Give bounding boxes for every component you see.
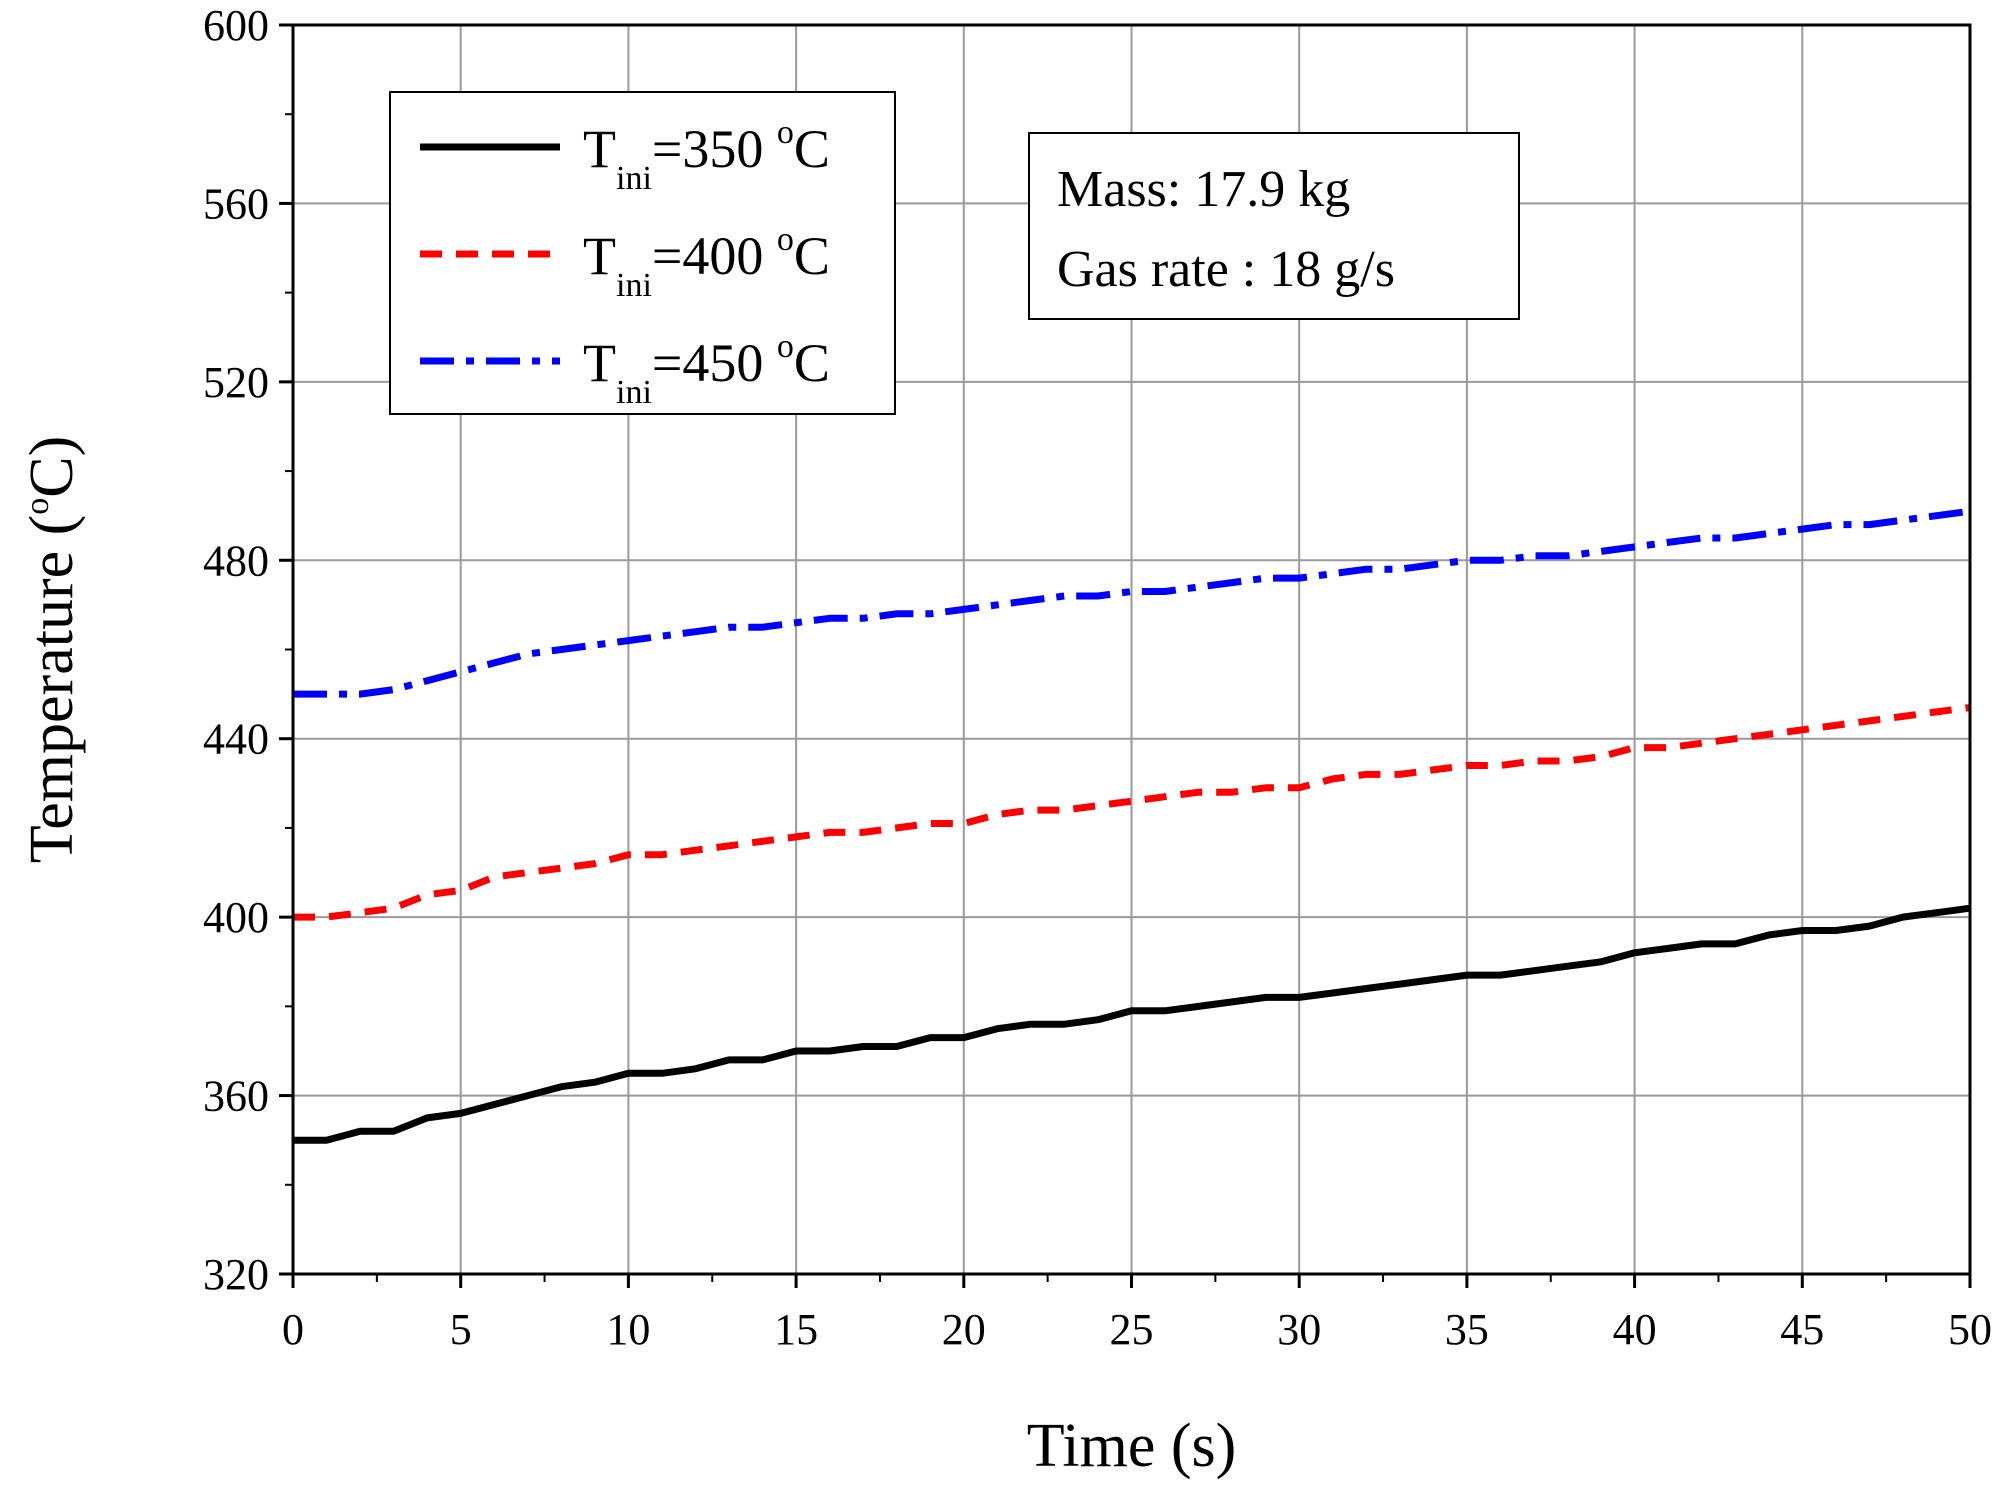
legend-label-sup: o (777, 114, 794, 151)
annotation-box (1028, 132, 1520, 320)
x-tick-label: 10 (606, 1305, 650, 1354)
y-tick-label: 440 (203, 715, 269, 764)
legend-label-unit: C (794, 119, 830, 179)
legend-label-unit: C (794, 333, 830, 393)
x-tick-label: 0 (282, 1305, 304, 1354)
annotation-gas-rate: Gas rate : 18 g/s (1057, 241, 1395, 298)
x-axis-title: Time (s) (1027, 1412, 1237, 1480)
y-axis-title-sup: o (19, 498, 56, 515)
series-line-2 (293, 704, 1971, 921)
x-tick-label: 50 (1948, 1305, 1992, 1354)
legend-label-sub: ini (616, 374, 652, 411)
legend-label-2: Tini=400 oC (583, 221, 830, 304)
legend-label-eq: =450 (652, 333, 777, 393)
legend-label-sup: o (777, 221, 794, 258)
legend-label-sub: ini (616, 160, 652, 197)
y-tick-label: 400 (203, 893, 269, 942)
x-tick-label: 45 (1780, 1305, 1824, 1354)
x-tick-label: 5 (450, 1305, 472, 1354)
x-tick-label: 20 (942, 1305, 986, 1354)
x-tick-label: 35 (1445, 1305, 1489, 1354)
annotation: Mass: 17.9 kg Gas rate : 18 g/s (1028, 132, 1520, 320)
legend-label-eq: =350 (652, 119, 777, 179)
y-tick-label: 600 (203, 1, 269, 50)
y-tick-label: 360 (203, 1072, 269, 1121)
legend-label-eq: =400 (652, 226, 777, 286)
legend-label-1: Tini=350 oC (583, 114, 830, 197)
y-tick-label: 520 (203, 358, 269, 407)
x-tick-label: 30 (1277, 1305, 1321, 1354)
legend-label-sub: ini (616, 267, 652, 304)
x-tick-label: 25 (1110, 1305, 1154, 1354)
x-tick-label: 15 (774, 1305, 818, 1354)
legend-label-main: T (583, 226, 616, 286)
ticks: 0 5 10 15 20 25 30 35 40 45 50 320 360 400 440 480 520 56… (203, 1, 1992, 1354)
y-tick-label: 560 (203, 179, 269, 228)
y-tick-label: 320 (203, 1250, 269, 1299)
x-tick-label: 40 (1613, 1305, 1657, 1354)
legend-label-main: T (583, 333, 616, 393)
series-line-1 (293, 904, 1971, 1144)
y-tick-label: 480 (203, 536, 269, 585)
y-axis-title-prefix: Temperature ( (18, 515, 86, 864)
legend-label-unit: C (794, 226, 830, 286)
annotation-mass: Mass: 17.9 kg (1057, 161, 1350, 218)
y-axis-title-suffix: C) (18, 436, 86, 498)
series-line-3 (293, 507, 1971, 698)
legend-label-3: Tini=450 oC (583, 328, 830, 411)
series-layer (293, 507, 1971, 1144)
legend-label-main: T (583, 119, 616, 179)
legend-label-sup: o (777, 328, 794, 365)
y-axis-title: Temperature (oC) (18, 436, 86, 864)
